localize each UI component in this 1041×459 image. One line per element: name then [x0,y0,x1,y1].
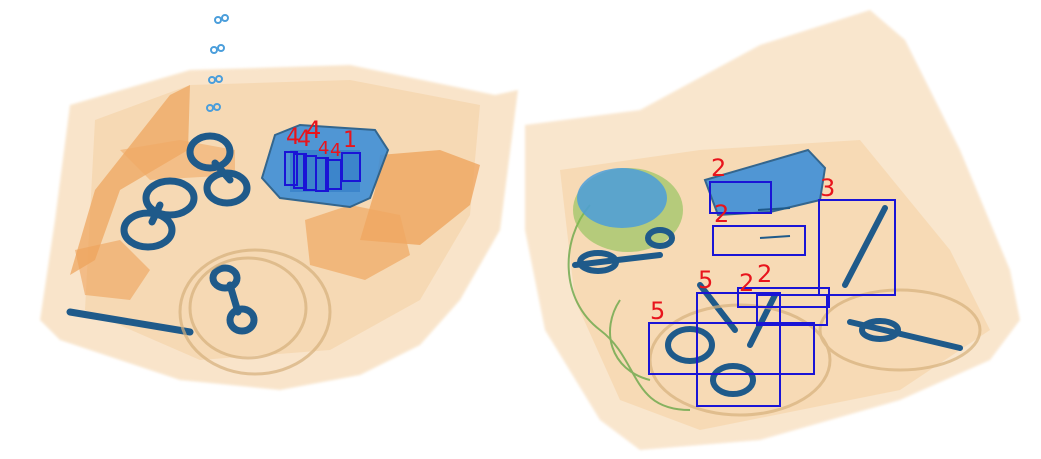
annotation-box [648,322,815,375]
annotation-box [818,199,896,296]
annotation-box [712,225,806,256]
left-tray [40,15,518,390]
annotation-box [709,181,772,214]
annotation-box [325,159,342,190]
annotation-box [341,152,361,182]
